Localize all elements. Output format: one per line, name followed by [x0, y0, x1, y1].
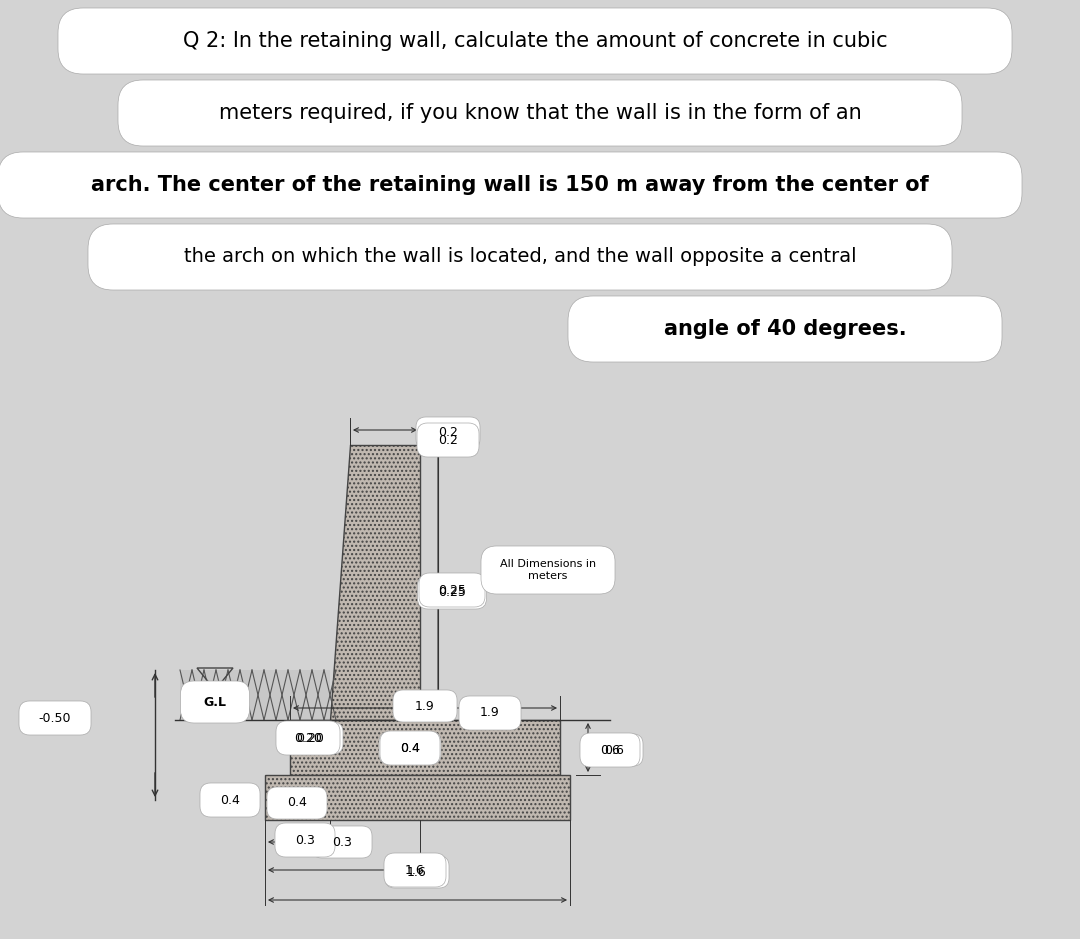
Text: Q 2: In the retaining wall, calculate the amount of concrete in cubic: Q 2: In the retaining wall, calculate th… [183, 31, 888, 51]
Text: 1.9: 1.9 [415, 700, 435, 713]
FancyBboxPatch shape [87, 224, 951, 290]
FancyBboxPatch shape [118, 80, 962, 146]
Polygon shape [330, 445, 420, 720]
Text: meters required, if you know that the wall is in the form of an: meters required, if you know that the wa… [218, 103, 862, 123]
Text: 0.2: 0.2 [438, 434, 458, 447]
Text: 1.6: 1.6 [405, 864, 424, 876]
FancyBboxPatch shape [459, 696, 521, 730]
FancyBboxPatch shape [416, 417, 480, 449]
Text: 0.3: 0.3 [332, 836, 352, 849]
FancyBboxPatch shape [568, 296, 1002, 362]
Text: 0.4: 0.4 [400, 742, 420, 755]
Bar [291, 720, 561, 775]
FancyBboxPatch shape [393, 690, 457, 722]
Text: All Dimensions in
meters: All Dimensions in meters [500, 560, 596, 581]
FancyBboxPatch shape [380, 731, 440, 765]
FancyBboxPatch shape [379, 732, 441, 764]
FancyBboxPatch shape [180, 681, 249, 723]
FancyBboxPatch shape [58, 8, 1012, 74]
Text: 0.6: 0.6 [604, 744, 624, 757]
FancyBboxPatch shape [19, 701, 91, 735]
Text: 0.4: 0.4 [400, 742, 420, 755]
FancyBboxPatch shape [580, 733, 640, 767]
Text: 0.20: 0.20 [296, 731, 324, 745]
Text: 0.4: 0.4 [287, 796, 307, 809]
FancyBboxPatch shape [276, 722, 343, 754]
Text: angle of 40 degrees.: angle of 40 degrees. [664, 319, 906, 339]
FancyBboxPatch shape [481, 546, 615, 594]
Text: 1.9: 1.9 [481, 706, 500, 719]
Text: 0.25: 0.25 [438, 586, 465, 598]
Text: 0.6: 0.6 [600, 744, 620, 757]
FancyBboxPatch shape [276, 721, 340, 755]
Text: -0.50: -0.50 [39, 712, 71, 725]
FancyBboxPatch shape [585, 734, 643, 766]
Text: 1.6: 1.6 [407, 866, 427, 879]
FancyBboxPatch shape [267, 787, 327, 819]
Text: 0.20: 0.20 [294, 731, 322, 745]
FancyBboxPatch shape [417, 423, 480, 457]
Text: 0.25: 0.25 [438, 583, 465, 596]
FancyBboxPatch shape [0, 152, 1022, 218]
FancyBboxPatch shape [419, 573, 485, 607]
Text: 0.3: 0.3 [295, 834, 315, 846]
FancyBboxPatch shape [312, 826, 372, 858]
FancyBboxPatch shape [200, 783, 260, 817]
Text: 0.4: 0.4 [220, 793, 240, 807]
Bar [180, 670, 330, 720]
Text: arch. The center of the retaining wall is 150 m away from the center of: arch. The center of the retaining wall i… [91, 175, 929, 195]
FancyBboxPatch shape [275, 823, 335, 857]
Text: 0.2: 0.2 [438, 426, 458, 439]
FancyBboxPatch shape [418, 575, 486, 609]
Text: G.L: G.L [203, 696, 227, 709]
Bar [265, 775, 570, 820]
FancyBboxPatch shape [384, 856, 449, 888]
FancyBboxPatch shape [384, 853, 446, 887]
Text: the arch on which the wall is located, and the wall opposite a central: the arch on which the wall is located, a… [184, 248, 856, 267]
